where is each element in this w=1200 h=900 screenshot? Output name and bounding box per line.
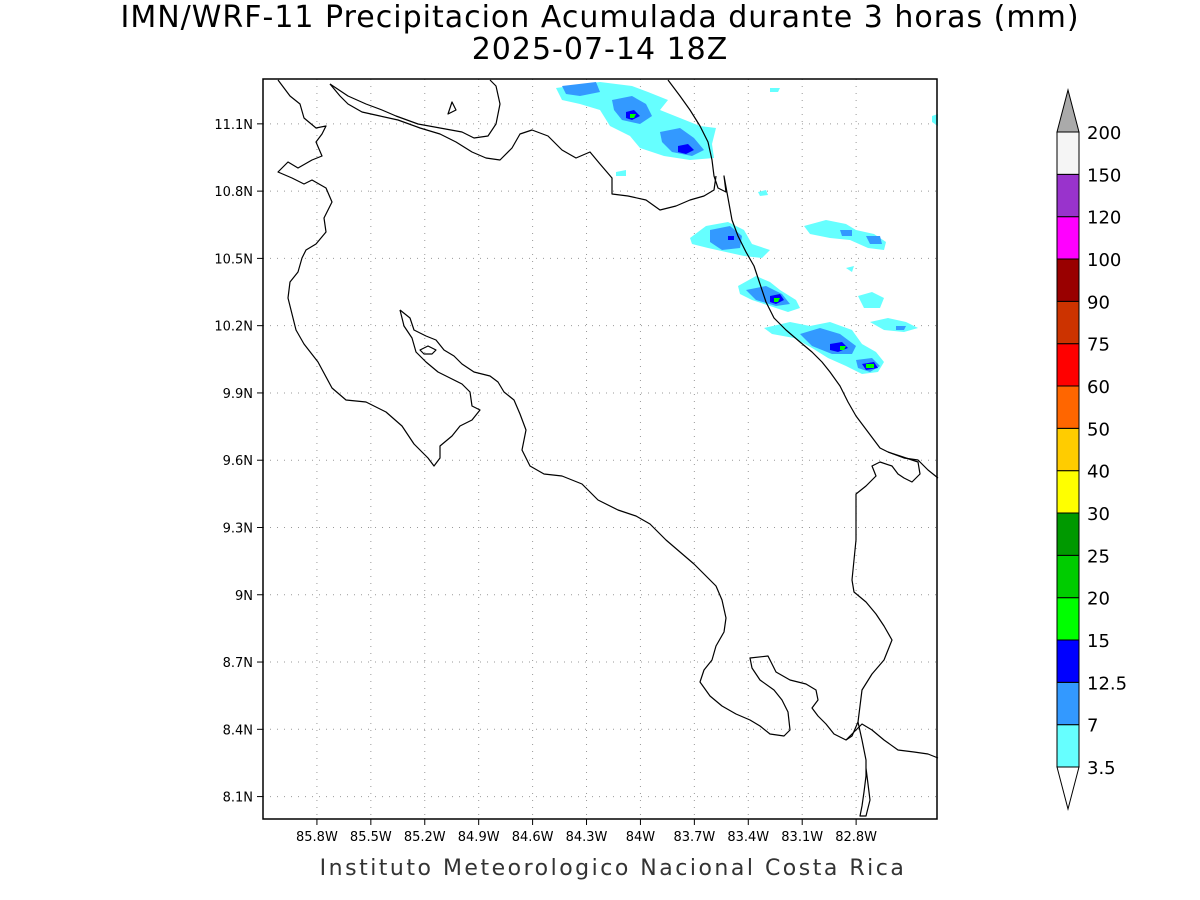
precip-area-cyan <box>770 88 780 92</box>
footer-institution: Instituto Meteorologico Nacional Costa R… <box>319 856 907 881</box>
colorbar-level-label: 200 <box>1087 123 1121 144</box>
colorbar-level-label: 7 <box>1087 716 1098 737</box>
colorbar-segment <box>1056 173 1080 218</box>
lon-tick-label: 84.9W <box>458 830 500 845</box>
colorbar-level-label: 50 <box>1087 419 1110 440</box>
precip-area-cyan <box>846 266 854 272</box>
lat-tick-label: 11.1N <box>214 118 253 133</box>
colorbar-level-label: 75 <box>1087 335 1110 356</box>
colorbar: 3.5 7 12.5 15 20 25 30 40 50 60 75 90 100 120 150 200 <box>1056 88 1127 811</box>
precip-area-lightblue <box>840 230 852 236</box>
colorbar-level-label: 60 <box>1087 377 1110 398</box>
precip-area-blue <box>728 236 734 240</box>
coastline-caribbean <box>887 451 939 479</box>
nicoya-island <box>419 345 437 355</box>
precip-area-cyan <box>870 318 918 332</box>
colorbar-segment <box>1056 343 1080 387</box>
precip-area-lightblue <box>746 286 790 306</box>
colorbar-below-arrow <box>1056 766 1080 811</box>
precip-area-lightblue <box>866 236 882 244</box>
lat-tick-label: 9.9N <box>223 387 253 402</box>
colorbar-level-label: 40 <box>1087 462 1110 483</box>
colorbar-segment <box>1056 597 1080 641</box>
lon-tick-label: 85.2W <box>404 830 446 845</box>
lat-tick-label: 10.8N <box>214 185 253 200</box>
colorbar-level-label: 3.5 <box>1087 758 1116 779</box>
colorbar-level-label: 100 <box>1087 250 1121 271</box>
colorbar-level-label: 12.5 <box>1087 673 1127 694</box>
colorbar-segment <box>1056 681 1080 726</box>
colorbar-segment <box>1056 512 1080 556</box>
lon-tick-label: 83.7W <box>673 830 715 845</box>
colorbar-level-label: 25 <box>1087 546 1110 567</box>
precipitation-overlay <box>556 82 938 374</box>
colorbar-segment <box>1056 724 1080 768</box>
coastline-panama-south <box>845 723 939 759</box>
lon-tick-label: 83.1W <box>781 830 823 845</box>
colorbar-level-label: 30 <box>1087 504 1110 525</box>
lat-tick-label: 8.4N <box>223 723 253 738</box>
lon-tick-label: 85.8W <box>296 830 338 845</box>
coastline-nicoya-gulf <box>399 309 921 741</box>
colorbar-segment <box>1056 131 1080 175</box>
lat-tick-label: 8.7N <box>223 656 253 671</box>
colorbar-segment <box>1056 554 1080 599</box>
colorbar-level-label: 20 <box>1087 589 1110 610</box>
colorbar-level-label: 90 <box>1087 292 1110 313</box>
longitude-labels: 85.8W 85.5W 85.2W 84.9W 84.6W 84.3W 84W 83.7W 83… <box>296 830 877 845</box>
map-grid <box>257 79 937 825</box>
coastline-north-nicaragua <box>329 79 501 139</box>
lat-tick-label: 8.1N <box>223 791 253 806</box>
lake-island <box>447 101 457 115</box>
colorbar-segment <box>1056 427 1080 472</box>
precip-area-lightblue <box>710 226 742 250</box>
lat-tick-label: 9.6N <box>223 454 253 469</box>
lat-tick-label: 10.2N <box>214 320 253 335</box>
precip-area-blue <box>678 144 694 154</box>
colorbar-segment <box>1056 300 1080 345</box>
colorbar-level-label: 120 <box>1087 208 1121 229</box>
colorbar-level-label: 150 <box>1087 165 1121 186</box>
colorbar-segment <box>1056 216 1080 260</box>
precip-area-lightblue <box>612 96 652 124</box>
lon-tick-label: 84.6W <box>512 830 554 845</box>
map-frame <box>262 78 938 820</box>
precip-area-green <box>630 114 636 118</box>
lat-tick-label: 9.3N <box>223 521 253 536</box>
colorbar-segment <box>1056 258 1080 302</box>
lon-tick-label: 85.5W <box>350 830 392 845</box>
lake-nicaragua-shore <box>329 83 717 211</box>
coastlines <box>277 79 939 817</box>
precip-area-green <box>774 298 780 302</box>
precip-area-cyan <box>616 170 626 176</box>
precip-area-green <box>866 364 874 368</box>
lon-tick-label: 82.8W <box>835 830 877 845</box>
lon-tick-label: 84.3W <box>566 830 608 845</box>
precip-area-green <box>840 346 846 350</box>
colorbar-segment <box>1056 639 1080 683</box>
map-subtitle-date: 2025-07-14 18Z <box>471 32 729 67</box>
precip-area-lightblue <box>562 82 600 96</box>
lon-tick-label: 84W <box>626 830 656 845</box>
precip-area-cyan <box>858 292 884 308</box>
lon-tick-label: 83.4W <box>727 830 769 845</box>
latitude-labels: 11.1N 10.8N 10.5N 10.2N 9.9N 9.6N 9.3N 9N 8.7N 8.… <box>214 118 253 806</box>
caribbean-coast-line <box>667 79 889 453</box>
coastline-nicaragua-south <box>277 79 481 467</box>
precip-area-cyan <box>758 190 768 196</box>
coastline-burica <box>857 721 871 817</box>
colorbar-level-label: 15 <box>1087 631 1110 652</box>
precip-area-lightblue <box>896 326 906 330</box>
colorbar-segment <box>1056 470 1080 514</box>
map-title: IMN/WRF-11 Precipitacion Acumulada duran… <box>120 0 1080 35</box>
lat-tick-label: 10.5N <box>214 252 253 267</box>
lat-tick-label: 9N <box>235 589 253 604</box>
colorbar-above-arrow <box>1056 88 1080 133</box>
colorbar-segment <box>1056 385 1080 429</box>
